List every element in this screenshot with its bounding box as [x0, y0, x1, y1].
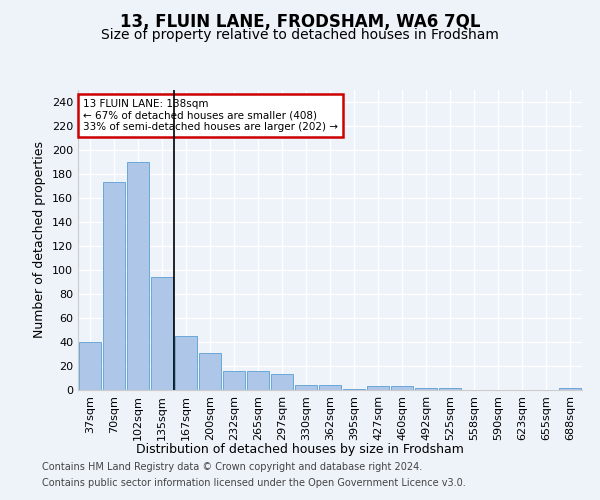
Bar — [343, 389, 365, 390]
Bar — [271, 374, 293, 390]
Bar — [79, 342, 101, 390]
Bar — [319, 385, 341, 390]
Text: 13 FLUIN LANE: 138sqm
← 67% of detached houses are smaller (408)
33% of semi-det: 13 FLUIN LANE: 138sqm ← 67% of detached … — [83, 99, 338, 132]
Bar — [223, 371, 245, 390]
Bar — [151, 277, 173, 390]
Text: Contains HM Land Registry data © Crown copyright and database right 2024.: Contains HM Land Registry data © Crown c… — [42, 462, 422, 472]
Text: Contains public sector information licensed under the Open Government Licence v3: Contains public sector information licen… — [42, 478, 466, 488]
Text: Distribution of detached houses by size in Frodsham: Distribution of detached houses by size … — [136, 442, 464, 456]
Bar — [295, 385, 317, 390]
Bar — [247, 371, 269, 390]
Text: 13, FLUIN LANE, FRODSHAM, WA6 7QL: 13, FLUIN LANE, FRODSHAM, WA6 7QL — [120, 12, 480, 30]
Bar — [367, 386, 389, 390]
Bar — [103, 182, 125, 390]
Bar — [439, 388, 461, 390]
Bar — [127, 162, 149, 390]
Text: Size of property relative to detached houses in Frodsham: Size of property relative to detached ho… — [101, 28, 499, 42]
Bar — [559, 388, 581, 390]
Bar — [391, 386, 413, 390]
Y-axis label: Number of detached properties: Number of detached properties — [34, 142, 46, 338]
Bar — [175, 336, 197, 390]
Bar — [199, 353, 221, 390]
Bar — [415, 388, 437, 390]
